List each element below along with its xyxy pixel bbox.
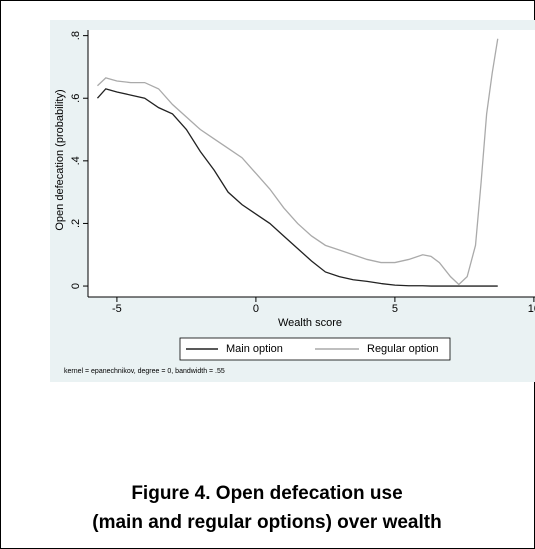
x-tick-label: 10 — [528, 303, 535, 315]
caption: (main and regular options) over wealth — [92, 512, 441, 533]
series-line — [97, 38, 499, 286]
y-tick-label: .8 — [70, 31, 82, 40]
series-line — [96, 88, 498, 287]
y-tick-label: 0 — [70, 283, 82, 289]
x-axis-title: Wealth score — [278, 317, 342, 329]
y-tick-label: .6 — [70, 94, 82, 103]
x-tick-label: 0 — [253, 303, 259, 315]
legend-label: Regular option — [367, 343, 439, 355]
y-tick-label: .4 — [70, 156, 82, 165]
y-tick-label: .2 — [70, 219, 82, 228]
x-tick-label: -5 — [112, 303, 122, 315]
x-tick-label: 5 — [392, 303, 398, 315]
caption: Figure 4. Open defecation use — [131, 483, 402, 504]
y-axis-title: Open defecation (probability) — [54, 89, 66, 230]
note: kernel = epanechnikov, degree = 0, bandw… — [64, 368, 225, 375]
plot-region — [88, 30, 535, 297]
legend-label: Main option — [226, 343, 283, 355]
